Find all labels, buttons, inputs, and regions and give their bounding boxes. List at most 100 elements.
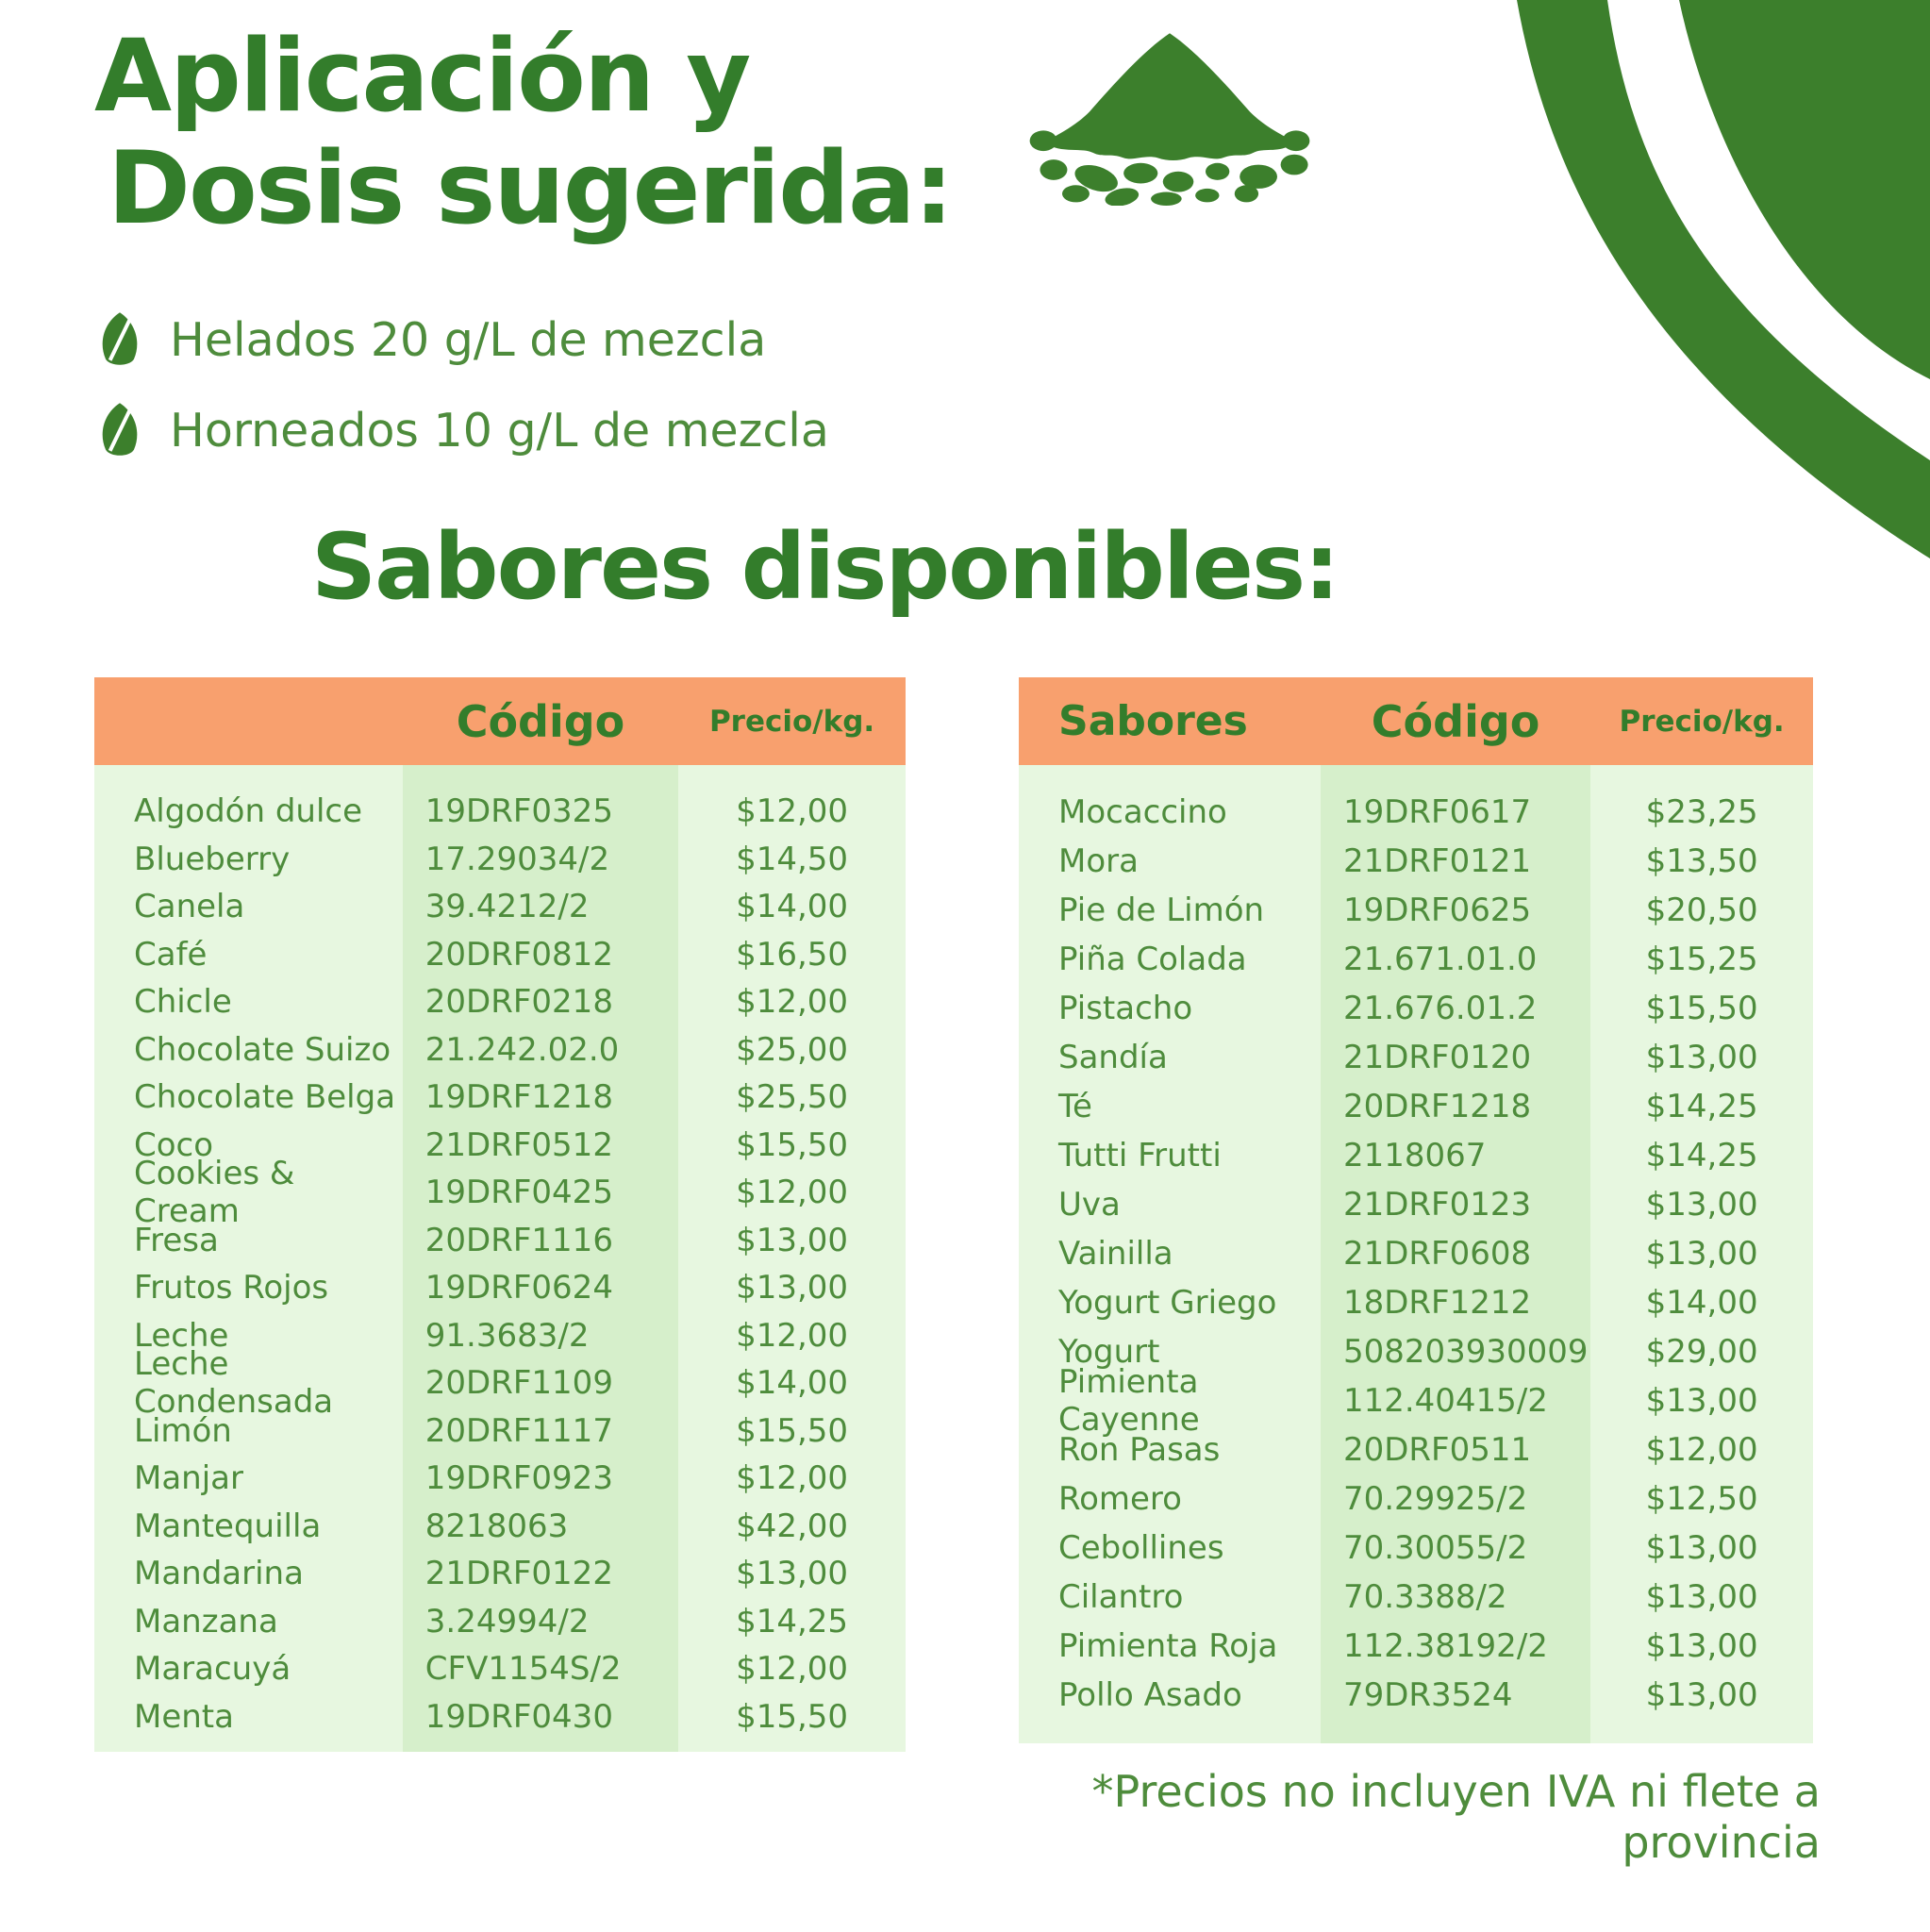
table-body: Algodón dulce 19DRF0325 $12,00 Blueberry… [94,765,906,1752]
cell-price: $12,00 [736,1174,849,1212]
flavor-table-right: Sabores Código Precio/kg. Mocaccino 19DR… [1019,677,1813,1743]
cell-flavor: Piña Colada [1058,941,1247,978]
cell-code: 21DRF0122 [424,1555,613,1593]
table-row: Chocolate Suizo 21.242.02.0 $25,00 [94,1026,906,1074]
cell-price: $13,00 [1645,1578,1758,1616]
table-row: Cilantro 70.3388/2 $13,00 [1019,1573,1813,1622]
table-row: Limón 20DRF1117 $15,50 [94,1407,906,1456]
cell-flavor: Pistacho [1058,990,1193,1027]
header-cell-codigo: Código [456,695,625,747]
cell-flavor: Pollo Asado [1058,1676,1242,1714]
cell-flavor: Manzana [134,1602,278,1641]
cell-code: 20DRF1117 [424,1411,613,1450]
cell-code: 17.29034/2 [424,840,610,878]
table-row: Café 20DRF0812 $16,50 [94,931,906,979]
table-row: Maracuyá CFV1154S/2 $12,00 [94,1645,906,1693]
cell-flavor: Chicle [134,983,232,1022]
table-row: Chicle 20DRF0218 $12,00 [94,978,906,1026]
cell-price: $14,00 [736,888,849,926]
header-cell-precio: Precio/kg. [708,704,875,739]
cell-price: $23,25 [1645,793,1758,831]
code-column-band [402,765,679,1752]
cell-flavor: Pimienta Cayenne [1058,1363,1200,1439]
table-row: Mantequilla 8218063 $42,00 [94,1503,906,1551]
powder-pile-icon [1029,33,1310,206]
cell-code: 19DRF0430 [424,1697,613,1736]
table-header-row: Código Precio/kg. [94,677,906,765]
cell-price: $14,00 [736,1364,849,1403]
table-row: Pimienta Cayenne 112.40415/2 $13,00 [1019,1363,1813,1439]
cell-price: $42,00 [736,1507,849,1545]
table-row: Algodón dulce 19DRF0325 $12,00 [94,788,906,836]
cell-flavor: Limón [134,1411,232,1450]
cell-price: $13,00 [736,1221,849,1259]
cell-code: 112.38192/2 [1342,1627,1548,1665]
dosage-bullet-horneados: Horneados 10 g/L de mezcla [98,402,829,458]
cell-price: $13,00 [736,1269,849,1307]
cell-code: 508203930009 [1342,1333,1589,1371]
page-title-line1: Aplicación y [94,18,751,134]
cell-flavor: Yogurt [1058,1333,1160,1371]
cell-price: $25,00 [736,1030,849,1069]
cell-code: 19DRF0425 [424,1174,613,1212]
cell-price: $13,00 [1645,1186,1758,1224]
cell-price: $14,25 [1645,1088,1758,1125]
table-body: Mocaccino 19DRF0617 $23,25 Mora 21DRF012… [1019,765,1813,1743]
cell-flavor: Pimienta Roja [1058,1627,1278,1665]
price-disclaimer: *Precios no incluyen IVA ni flete a prov… [1091,1766,1821,1868]
header-cell-codigo: Código [1371,695,1540,747]
cell-price: $12,00 [736,792,849,831]
cell-code: 19DRF0923 [424,1459,613,1498]
cell-flavor: Cookies & Cream [134,1155,295,1231]
dosage-bullet-helados: Helados 20 g/L de mezcla [98,311,829,368]
cell-flavor: Coco [134,1125,214,1164]
cell-code: 19DRF0617 [1342,793,1532,831]
cell-flavor: Menta [134,1697,234,1736]
table-row: Mora 21DRF0121 $13,50 [1019,837,1813,886]
cell-code: 39.4212/2 [424,888,590,926]
cell-code: 79DR3524 [1342,1676,1513,1714]
cell-price: $14,25 [736,1602,849,1641]
cell-price: $13,00 [1645,1039,1758,1076]
cell-price: $29,00 [1645,1333,1758,1371]
table-row: Sandía 21DRF0120 $13,00 [1019,1033,1813,1082]
cell-flavor: Cebollines [1058,1529,1224,1567]
table-row: Fresa 20DRF1116 $13,00 [94,1217,906,1265]
table-row: Té 20DRF1218 $14,25 [1019,1082,1813,1131]
cell-flavor: Uva [1058,1186,1121,1224]
cell-code: 21.676.01.2 [1342,990,1538,1027]
table-row: Cebollines 70.30055/2 $13,00 [1019,1524,1813,1573]
cell-price: $16,50 [736,935,849,974]
table-row: Coco 21DRF0512 $15,50 [94,1122,906,1170]
cell-price: $15,50 [736,1125,849,1164]
cell-code: 8218063 [424,1507,569,1545]
swoosh-corner-blob [1679,0,1930,379]
table-row: Pistacho 21.676.01.2 $15,50 [1019,984,1813,1033]
cell-flavor: Frutos Rojos [134,1269,329,1307]
header-cell-sabores: Sabores [1058,697,1248,745]
table-row: Piña Colada 21.671.01.0 $15,25 [1019,935,1813,984]
cell-code: 70.29925/2 [1342,1480,1528,1518]
table-row: Yogurt Griego 18DRF1212 $14,00 [1019,1278,1813,1327]
page-title: Aplicación y Dosis sugerida: [94,18,954,244]
table-row: Pie de Limón 19DRF0625 $20,50 [1019,886,1813,935]
cell-code: 70.30055/2 [1342,1529,1528,1567]
cell-price: $12,50 [1645,1480,1758,1518]
table-row: Frutos Rojos 19DRF0624 $13,00 [94,1264,906,1312]
table-row: Cookies & Cream 19DRF0425 $12,00 [94,1155,906,1230]
cell-flavor: Té [1058,1088,1092,1125]
cell-flavor: Chocolate Suizo [134,1030,391,1069]
cell-code: 21.671.01.0 [1342,941,1538,978]
cell-flavor: Algodón dulce [134,792,363,831]
cell-code: 20DRF1218 [1342,1088,1532,1125]
table-row: Menta 19DRF0430 $15,50 [94,1693,906,1741]
table-row: Leche Condensada 20DRF1109 $14,00 [94,1345,906,1421]
cell-code: 19DRF0625 [1342,891,1532,929]
cell-price: $15,50 [1645,990,1758,1027]
table-row: Canela 39.4212/2 $14,00 [94,883,906,931]
cell-code: 21DRF0608 [1342,1235,1532,1273]
cell-flavor: Mandarina [134,1555,304,1593]
cell-flavor: Pie de Limón [1058,891,1265,929]
cell-price: $13,50 [1645,842,1758,880]
